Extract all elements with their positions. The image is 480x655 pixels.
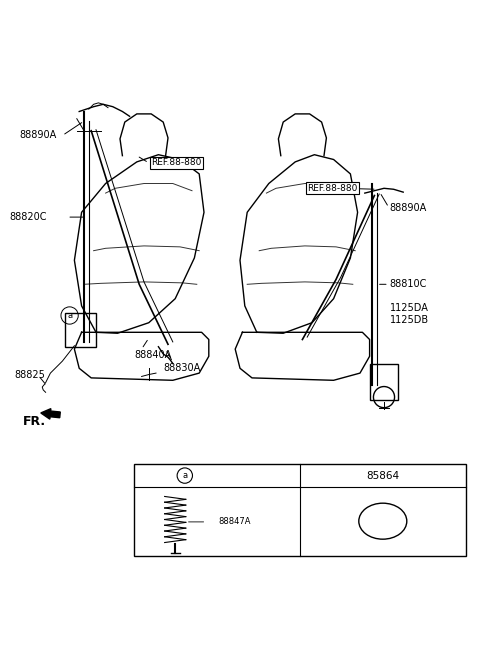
Text: 88830A: 88830A bbox=[163, 364, 201, 373]
Text: 88840A: 88840A bbox=[134, 350, 172, 360]
Text: a: a bbox=[67, 311, 72, 320]
FancyArrow shape bbox=[41, 409, 60, 419]
Bar bbox=[370, 364, 398, 400]
Text: 85864: 85864 bbox=[366, 470, 399, 481]
Text: 88890A: 88890A bbox=[390, 204, 427, 214]
Text: REF.88-880: REF.88-880 bbox=[151, 159, 202, 168]
Text: 88825: 88825 bbox=[14, 371, 45, 381]
Text: 88820C: 88820C bbox=[10, 212, 47, 222]
Text: 88890A: 88890A bbox=[19, 130, 57, 141]
Text: 1125DB: 1125DB bbox=[390, 315, 429, 326]
Text: REF.88-880: REF.88-880 bbox=[307, 184, 358, 193]
Text: FR.: FR. bbox=[23, 415, 46, 428]
Bar bbox=[134, 464, 466, 555]
Bar bbox=[65, 313, 96, 346]
Text: a: a bbox=[182, 471, 187, 480]
Text: 88810C: 88810C bbox=[390, 279, 427, 290]
Text: 88847A: 88847A bbox=[218, 517, 251, 527]
Text: 1125DA: 1125DA bbox=[390, 303, 429, 313]
